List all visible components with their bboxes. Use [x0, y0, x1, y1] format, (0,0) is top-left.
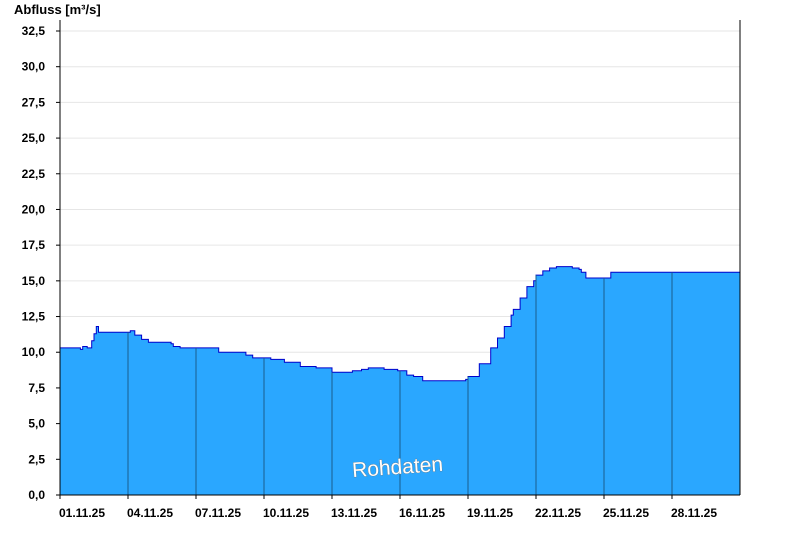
discharge-line — [60, 266, 740, 382]
y-tick-label: 12,5 — [22, 310, 46, 324]
y-ticks: 0,0 2,5 5,0 7,5 10,0 12,5 15,0 17,5 20,0 22,5 25,0… — [22, 24, 60, 502]
y-tick-label: 15,0 — [22, 274, 46, 288]
x-tick-label: 19.11.25 — [467, 506, 513, 520]
y-tick-label: 30,0 — [22, 60, 46, 74]
y-tick-label: 2,5 — [28, 452, 45, 466]
x-tick-label: 22.11.25 — [535, 506, 581, 520]
x-tick-label: 25.11.25 — [603, 506, 649, 520]
x-tick-label: 28.11.25 — [671, 506, 717, 520]
y-tick-label: 22,5 — [22, 167, 46, 181]
x-tick-label: 01.11.25 — [59, 506, 105, 520]
x-tick-label: 16.11.25 — [399, 506, 445, 520]
x-tick-label: 04.11.25 — [127, 506, 173, 520]
y-axis-label: Abfluss [m³/s] — [14, 2, 101, 17]
y-tick-label: 5,0 — [28, 417, 45, 431]
y-tick-label: 20,0 — [22, 202, 46, 216]
y-tick-label: 0,0 — [28, 488, 45, 502]
x-tick-label: 10.11.25 — [263, 506, 309, 520]
y-tick-label: 7,5 — [28, 381, 45, 395]
y-tick-label: 25,0 — [22, 131, 46, 145]
y-tick-label: 32,5 — [22, 24, 46, 38]
x-tick-label: 13.11.25 — [331, 506, 377, 520]
gridlines — [60, 30, 740, 496]
x-tick-label: 07.11.25 — [195, 506, 241, 520]
y-tick-label: 10,0 — [22, 345, 46, 359]
y-tick-label: 27,5 — [22, 95, 46, 109]
y-tick-label: 17,5 — [22, 238, 46, 252]
x-ticks: 01.11.25 04.11.25 07.11.25 10.11.25 13.11.25… — [59, 495, 717, 520]
date-vlines — [127, 272, 673, 495]
